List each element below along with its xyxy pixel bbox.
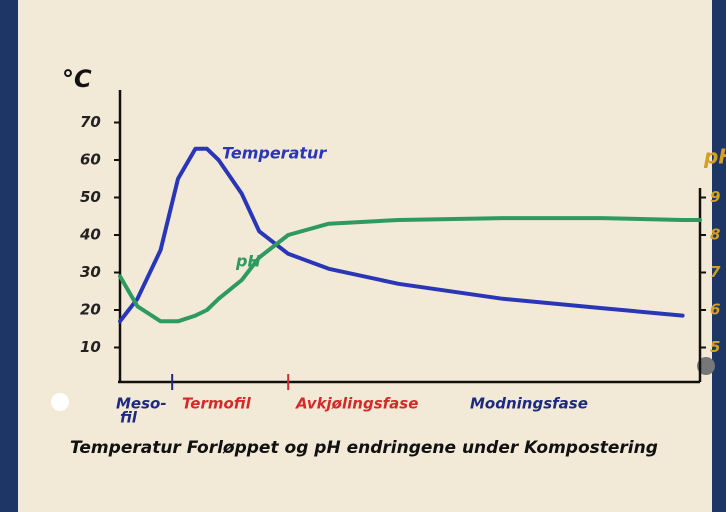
y2-tick-label: 8 — [710, 226, 720, 244]
y-tick-label: 20 — [80, 301, 101, 319]
y2-tick-label: 5 — [710, 338, 720, 356]
y-axis-label: °C — [62, 65, 92, 93]
y-tick-label: 40 — [79, 226, 101, 244]
paper — [18, 0, 712, 512]
phase-label: Modningsfase — [470, 395, 588, 413]
phase-label: fil — [120, 409, 138, 427]
y-tick-label: 60 — [80, 151, 101, 169]
y-tick-label: 10 — [80, 338, 101, 356]
y2-tick-label: 9 — [710, 188, 720, 206]
series-label: Temperatur — [222, 144, 327, 163]
y2-tick-label: 7 — [710, 263, 721, 281]
screenshot: °C pH Temperatur Forløppet og pH endring… — [0, 0, 726, 512]
y-tick-label: 30 — [80, 263, 101, 281]
phase-label: Avkjølingsfase — [295, 395, 418, 413]
y2-tick-label: 6 — [710, 301, 720, 319]
y-tick-label: 70 — [80, 113, 101, 131]
hole — [51, 393, 69, 411]
y2-axis-label: pH — [703, 145, 726, 169]
series-label: pH — [235, 252, 261, 271]
phase-label: Termofil — [182, 395, 252, 413]
y-tick-label: 50 — [80, 188, 101, 206]
caption: Temperatur Forløppet og pH endringene un… — [70, 438, 658, 458]
